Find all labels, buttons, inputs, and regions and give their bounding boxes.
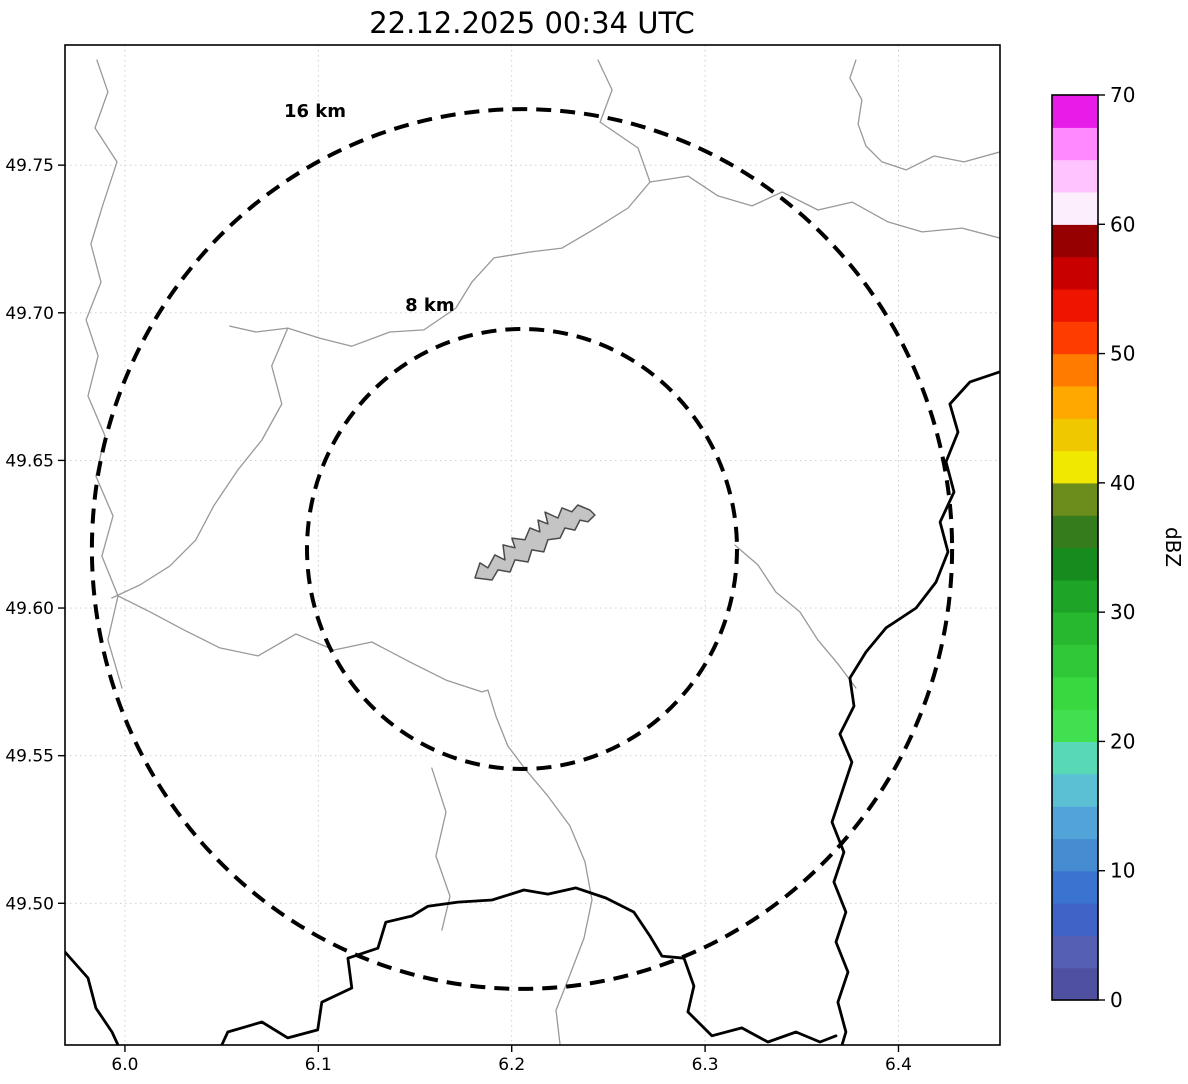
country-border-line [220,886,838,1045]
colorbar-unit-label: dBZ [1161,527,1185,567]
range-ring-labels: 8 km 16 km [284,101,455,316]
colorbar-band [1052,838,1098,872]
colorbar-band [1052,224,1098,258]
colorbar-band [1052,870,1098,904]
colorbar-band [1052,903,1098,936]
colorbar-band [1052,450,1098,484]
colorbar-band [1052,709,1098,742]
admin-boundary-line [849,59,1000,171]
admin-boundary-line [117,595,489,693]
colorbar-band [1052,353,1098,387]
admin-boundary-line [487,689,593,1045]
colorbar-tick-label: 60 [1110,212,1135,236]
colorbar-band [1052,967,1098,1001]
x-tick-label: 6.3 [692,1055,719,1075]
figure-title: 22.12.2025 00:34 UTC [369,6,695,40]
colorbar-band [1052,579,1098,613]
colorbar-tick-label: 50 [1110,342,1135,366]
plot-frame [64,44,1001,1046]
colorbar-band [1052,935,1098,969]
city-area-polygon [474,504,596,581]
range-rings [89,107,955,991]
range-ring-label: 8 km [405,295,455,316]
admin-boundary-line [649,175,1000,239]
map-features [65,59,1000,1045]
grid-lines [65,45,1000,1045]
colorbar-band [1052,418,1098,452]
admin-boundary-line [85,59,123,689]
colorbar-band [1052,321,1098,355]
colorbar-tick-label: 40 [1110,471,1135,495]
colorbar-band [1052,288,1098,322]
colorbar-tick-label: 20 [1110,729,1135,753]
y-tick-label: 49.55 [5,747,54,767]
colorbar-band [1052,482,1098,516]
colorbar-band [1052,806,1098,839]
colorbar-band [1052,741,1098,775]
country-border-line [830,370,1000,1045]
colorbar-band [1052,256,1098,290]
colorbar-tick-label: 30 [1110,600,1135,624]
colorbar: 0 10 20 30 40 50 60 70 [1051,83,1135,1012]
country-border-line [65,950,120,1045]
x-tick-label: 6.1 [305,1055,332,1075]
colorbar-band [1052,676,1098,710]
x-tick-label: 6.2 [498,1055,525,1075]
admin-boundary-line [734,544,857,689]
y-tick-label: 49.60 [5,599,54,619]
y-tick-label: 49.50 [5,894,54,914]
x-axis: 6.0 6.1 6.2 6.3 6.4 [111,1045,912,1075]
colorbar-band [1052,159,1098,193]
colorbar-band [1052,192,1098,225]
colorbar-band [1052,385,1098,419]
colorbar-band [1052,515,1098,549]
colorbar-band [1052,95,1098,128]
y-tick-label: 49.75 [5,156,54,176]
y-axis: 49.75 49.70 49.65 49.60 49.55 49.50 [5,156,65,914]
y-tick-label: 49.65 [5,451,54,471]
x-tick-label: 6.0 [111,1055,138,1075]
colorbar-tick-label: 10 [1110,859,1135,883]
colorbar-band [1052,773,1098,807]
range-ring-label: 16 km [284,101,346,122]
admin-boundary-line [229,59,651,347]
y-tick-label: 49.70 [5,304,54,324]
colorbar-tick-label: 70 [1110,83,1135,107]
range-ring-16km [89,107,955,991]
colorbar-band [1052,612,1098,645]
admin-boundary-line [111,327,289,599]
x-tick-label: 6.4 [885,1055,912,1075]
range-ring-8km [305,327,739,771]
colorbar-band [1052,127,1098,161]
colorbar-tick-label: 0 [1110,988,1123,1012]
admin-boundary-line [431,767,451,931]
colorbar-frame [1051,94,1099,1001]
colorbar-band [1052,644,1098,678]
colorbar-band [1052,547,1098,581]
